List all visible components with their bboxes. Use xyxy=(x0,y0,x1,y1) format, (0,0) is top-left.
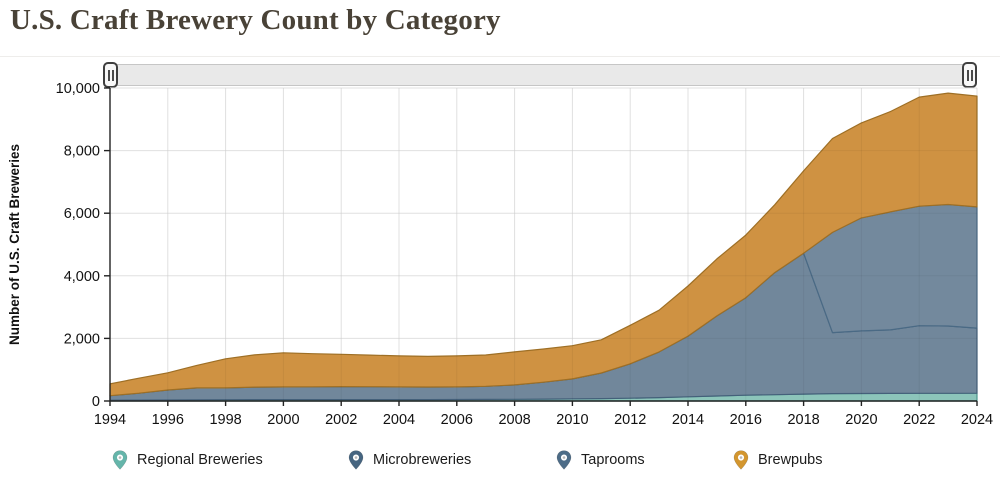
page-header: U.S. Craft Brewery Count by Category xyxy=(0,0,1000,57)
y-tick-label: 6,000 xyxy=(64,206,100,222)
map-pin-icon xyxy=(733,450,749,470)
x-tick-label: 2014 xyxy=(672,412,704,428)
x-tick-label: 2012 xyxy=(614,412,646,428)
x-tick-label: 2000 xyxy=(267,412,299,428)
x-tick-label: 2018 xyxy=(787,412,819,428)
page-title: U.S. Craft Brewery Count by Category xyxy=(10,4,501,36)
x-tick-label: 1998 xyxy=(209,412,241,428)
grip-icon xyxy=(970,69,973,81)
x-tick-label: 2006 xyxy=(441,412,473,428)
grip-icon xyxy=(107,69,110,81)
grip-icon xyxy=(111,69,114,81)
y-tick-label: 10,000 xyxy=(56,81,100,97)
legend-item-taprooms[interactable]: Taprooms xyxy=(556,450,645,470)
x-tick-label: 2024 xyxy=(961,412,993,428)
y-tick-label: 8,000 xyxy=(64,144,100,160)
legend-item-regional-breweries[interactable]: Regional Breweries xyxy=(112,450,263,470)
x-tick-label: 2008 xyxy=(498,412,530,428)
y-axis-title: Number of U.S. Craft Breweries xyxy=(7,144,22,345)
y-tick-label: 2,000 xyxy=(64,331,100,347)
map-pin-icon xyxy=(348,450,364,470)
legend-label: Microbreweries xyxy=(373,452,472,468)
x-tick-label: 2022 xyxy=(903,412,935,428)
y-tick-label: 4,000 xyxy=(64,269,100,285)
chart-legend: Regional Breweries Microbreweries Taprooms… xyxy=(0,448,1000,480)
x-tick-label: 2010 xyxy=(556,412,588,428)
grip-icon xyxy=(966,69,969,81)
range-slider-right-handle[interactable] xyxy=(962,62,977,88)
map-pin-icon xyxy=(556,450,572,470)
legend-label: Brewpubs xyxy=(758,452,823,468)
y-tick-label: 0 xyxy=(92,394,100,410)
legend-label: Taprooms xyxy=(581,452,645,468)
legend-label: Regional Breweries xyxy=(137,452,263,468)
x-tick-label: 1994 xyxy=(94,412,126,428)
range-slider[interactable] xyxy=(103,62,977,88)
x-tick-label: 2020 xyxy=(845,412,877,428)
x-tick-label: 2016 xyxy=(730,412,762,428)
x-tick-label: 1996 xyxy=(152,412,184,428)
x-tick-label: 2002 xyxy=(325,412,357,428)
map-pin-icon xyxy=(112,450,128,470)
x-tick-label: 2004 xyxy=(383,412,415,428)
legend-item-brewpubs[interactable]: Brewpubs xyxy=(733,450,822,470)
range-slider-left-handle[interactable] xyxy=(103,62,118,88)
legend-item-microbreweries[interactable]: Microbreweries xyxy=(348,450,471,470)
area-brewpubs xyxy=(109,92,978,397)
stacked-area-chart: 0 2,000 4,000 6,000 8,000 10,000 1994 1996 1998 2… xyxy=(7,81,993,428)
